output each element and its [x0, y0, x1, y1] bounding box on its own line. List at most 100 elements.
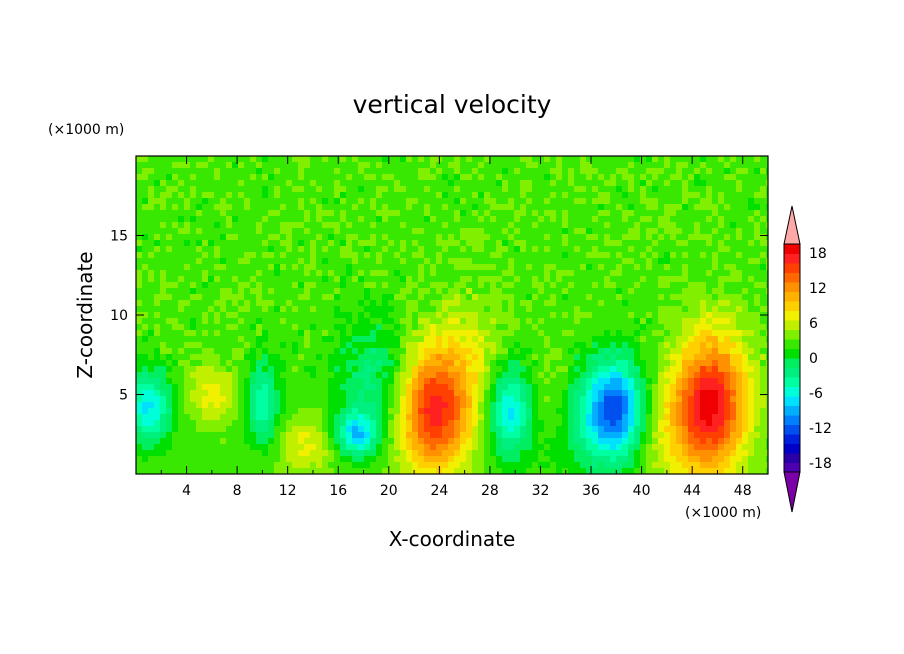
contour-cell — [634, 378, 641, 385]
contour-cell — [484, 180, 491, 187]
contour-cell — [160, 258, 167, 265]
contour-cell — [748, 312, 755, 319]
contour-cell — [328, 360, 335, 367]
contour-cell — [718, 162, 725, 169]
contour-cell — [268, 336, 275, 343]
contour-cell — [652, 384, 659, 391]
contour-cell — [190, 342, 197, 349]
contour-cell — [742, 162, 749, 169]
contour-cell — [442, 348, 449, 355]
contour-cell — [160, 252, 167, 259]
contour-cell — [442, 360, 449, 367]
contour-cell — [166, 252, 173, 259]
contour-cell — [280, 348, 287, 355]
contour-cell — [316, 300, 323, 307]
contour-cell — [526, 168, 533, 175]
contour-cell — [286, 342, 293, 349]
contour-cell — [346, 318, 353, 325]
contour-cell — [748, 360, 755, 367]
contour-cell — [412, 324, 419, 331]
contour-cell — [424, 264, 431, 271]
contour-cell — [586, 192, 593, 199]
contour-cell — [406, 354, 413, 361]
contour-cell — [700, 306, 707, 313]
contour-cell — [628, 294, 635, 301]
contour-cell — [322, 306, 329, 313]
contour-cell — [700, 360, 707, 367]
contour-cell — [136, 306, 143, 313]
contour-cell — [586, 426, 593, 433]
contour-cell — [154, 198, 161, 205]
contour-cell — [376, 276, 383, 283]
contour-cell — [478, 414, 485, 421]
contour-cell — [262, 396, 269, 403]
contour-cell — [628, 180, 635, 187]
contour-cell — [154, 246, 161, 253]
contour-cell — [544, 318, 551, 325]
contour-cell — [742, 240, 749, 247]
contour-cell — [208, 408, 215, 415]
contour-cell — [646, 156, 653, 163]
contour-cell — [544, 306, 551, 313]
contour-cell — [232, 156, 239, 163]
contour-cell — [730, 360, 737, 367]
contour-cell — [508, 324, 515, 331]
contour-cell — [700, 426, 707, 433]
contour-cell — [724, 168, 731, 175]
contour-cell — [634, 258, 641, 265]
contour-cell — [592, 270, 599, 277]
contour-cell — [394, 288, 401, 295]
contour-cell — [364, 234, 371, 241]
contour-cell — [526, 264, 533, 271]
contour-cell — [670, 312, 677, 319]
contour-cell — [688, 210, 695, 217]
contour-cell — [262, 306, 269, 313]
contour-cell — [400, 354, 407, 361]
contour-cell — [466, 390, 473, 397]
contour-cell — [220, 360, 227, 367]
contour-cell — [496, 336, 503, 343]
contour-cell — [184, 240, 191, 247]
contour-cell — [586, 234, 593, 241]
contour-cell — [556, 228, 563, 235]
contour-cell — [346, 234, 353, 241]
contour-cell — [604, 222, 611, 229]
contour-cell — [352, 258, 359, 265]
contour-cell — [226, 156, 233, 163]
contour-cell — [196, 330, 203, 337]
contour-cell — [178, 258, 185, 265]
contour-cell — [286, 198, 293, 205]
contour-cell — [202, 324, 209, 331]
contour-cell — [412, 366, 419, 373]
contour-cell — [484, 402, 491, 409]
contour-cell — [418, 168, 425, 175]
contour-cell — [496, 432, 503, 439]
contour-cell — [412, 264, 419, 271]
contour-cell — [448, 228, 455, 235]
contour-cell — [334, 432, 341, 439]
contour-cell — [262, 276, 269, 283]
contour-cell — [766, 366, 768, 373]
contour-cell — [484, 222, 491, 229]
contour-cell — [568, 234, 575, 241]
contour-cell — [376, 300, 383, 307]
contour-cell — [178, 318, 185, 325]
contour-cell — [436, 276, 443, 283]
contour-cell — [550, 240, 557, 247]
contour-cell — [412, 198, 419, 205]
contour-cell — [136, 228, 143, 235]
contour-cell — [694, 186, 701, 193]
contour-cell — [544, 426, 551, 433]
contour-cell — [574, 180, 581, 187]
contour-cell — [286, 324, 293, 331]
contour-cell — [190, 282, 197, 289]
contour-cell — [172, 156, 179, 163]
contour-cell — [712, 240, 719, 247]
contour-cell — [190, 390, 197, 397]
contour-cell — [652, 240, 659, 247]
contour-cell — [592, 312, 599, 319]
contour-cell — [136, 330, 143, 337]
contour-cell — [388, 408, 395, 415]
contour-cell — [700, 384, 707, 391]
contour-cell — [520, 246, 527, 253]
